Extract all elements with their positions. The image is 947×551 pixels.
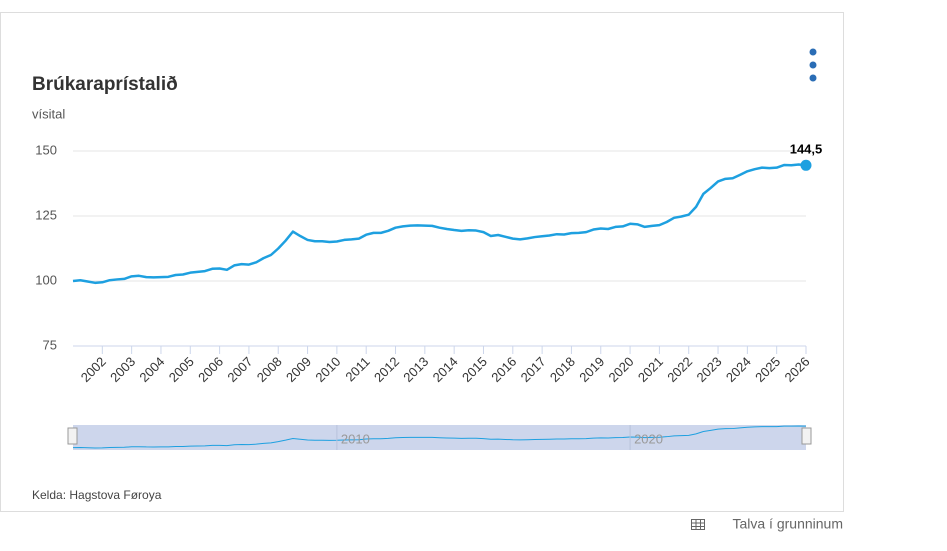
table-icon[interactable] (691, 519, 705, 530)
table-icon-frame[interactable] (691, 519, 705, 530)
navigator-label: 2010 (341, 431, 370, 446)
navigator-handle[interactable] (67, 427, 78, 445)
data-line (72, 163, 807, 285)
data-label: 144,5 (790, 142, 823, 157)
y-tick-label: 75 (43, 337, 57, 352)
y-tick-label: 125 (35, 207, 57, 222)
menu-dot[interactable] (809, 61, 817, 69)
navigator-handle[interactable] (801, 427, 812, 445)
y-tick-label: 100 (35, 272, 57, 287)
source: Kelda: Hagstova Føroya (32, 488, 162, 502)
navigator-line (72, 425, 807, 449)
menu-button[interactable] (809, 48, 817, 82)
table-link[interactable]: Talva í grunninum (732, 516, 843, 532)
y-tick-label: 150 (35, 142, 57, 157)
chart-title: Brúkaraprístalið (32, 74, 178, 95)
navigator-label: 2020 (634, 431, 663, 446)
menu-dot[interactable] (809, 74, 817, 82)
menu-dot[interactable] (809, 48, 817, 56)
data-point (800, 159, 812, 171)
chart-subtitle: vísital (32, 106, 65, 121)
